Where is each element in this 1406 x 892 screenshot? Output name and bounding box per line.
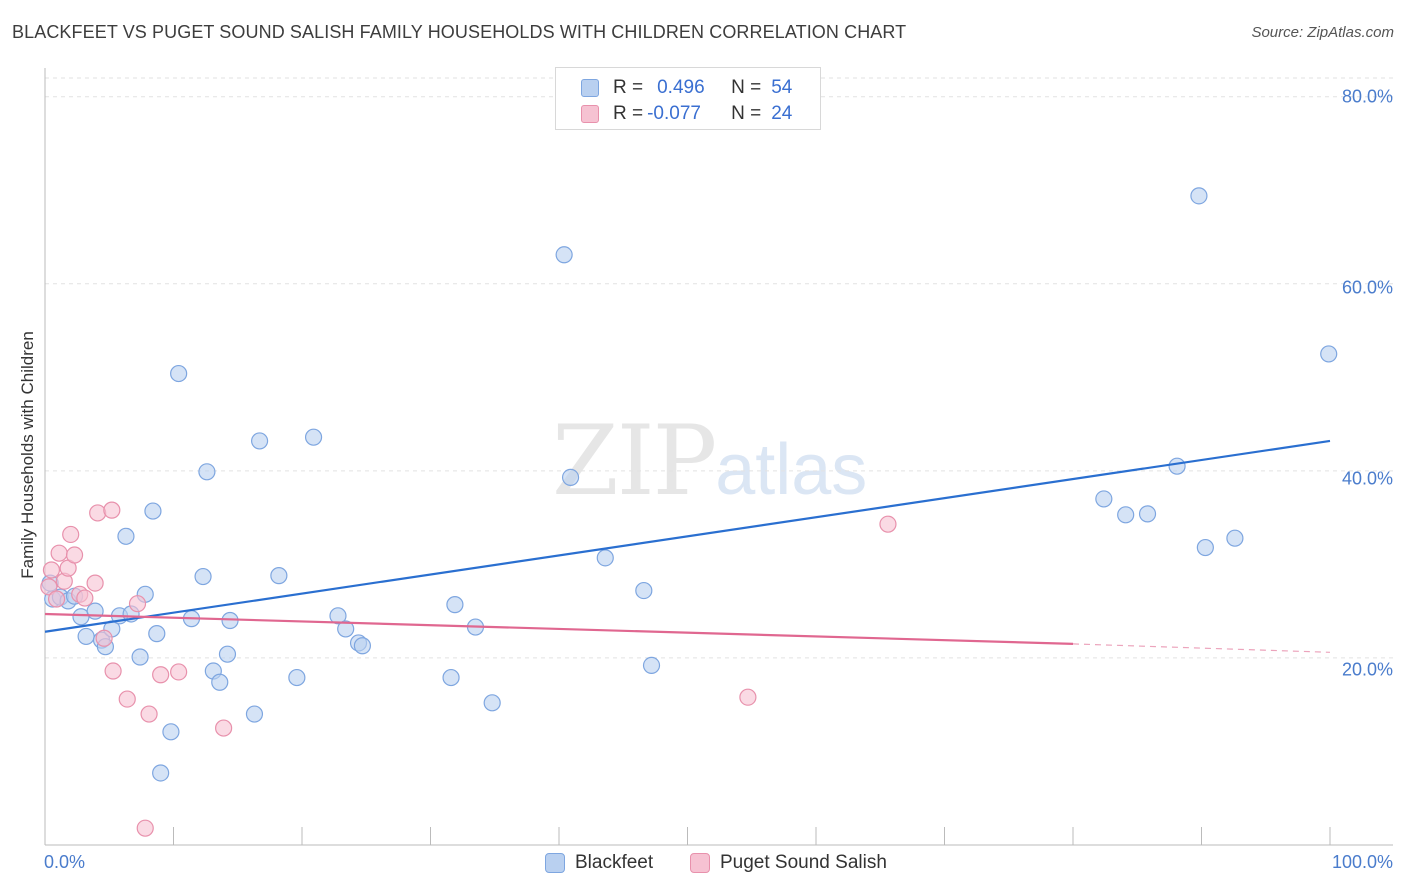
blackfeet-point	[353, 637, 371, 655]
salish-point	[76, 589, 94, 607]
blackfeet-point	[304, 428, 323, 446]
blackfeet-point	[1095, 490, 1113, 508]
blackfeet-point	[152, 764, 170, 782]
y-tick-label-80: 80.0%	[1341, 86, 1393, 107]
salish-point	[215, 719, 233, 737]
bottom-legend-label: Puget Sound Salish	[720, 852, 887, 873]
salish-swatch	[581, 105, 599, 123]
blackfeet-point	[148, 625, 166, 643]
correlation-legend: R = 0.496 N = 54 R = -0.077 N = 24	[555, 67, 821, 130]
blackfeet-point	[642, 656, 661, 675]
blackfeet-point	[446, 596, 464, 614]
blackfeet-point	[245, 705, 264, 723]
salish-point	[50, 544, 68, 562]
blackfeet-point	[198, 463, 216, 481]
blackfeet-point	[131, 648, 149, 666]
blackfeet-point	[144, 502, 162, 520]
salish-point	[42, 561, 61, 579]
blackfeet-point	[218, 645, 237, 663]
salish-point	[65, 546, 84, 564]
blackfeet-point	[1138, 505, 1157, 523]
salish-point	[879, 515, 897, 533]
salish-point	[170, 663, 188, 681]
blackfeet-point	[86, 602, 104, 620]
salish-point	[152, 666, 170, 684]
legend-n-label: N =	[731, 77, 762, 98]
x-tick-label-0: 0.0%	[44, 852, 86, 872]
salish-trend-extension	[1072, 643, 1331, 653]
blackfeet-point	[1190, 187, 1208, 205]
watermark: ZIPatlas	[552, 405, 867, 517]
watermark-atlas: atlas	[715, 430, 868, 510]
watermark-zip: ZIP	[552, 405, 717, 517]
bottom-legend-label: Blackfeet	[575, 852, 654, 873]
legend-n-value: 54	[771, 77, 793, 98]
blackfeet-swatch	[581, 79, 599, 97]
blackfeet-point	[77, 627, 95, 646]
y-tick-label-60: 60.0%	[1341, 277, 1393, 298]
y-tick-label-20: 20.0%	[1341, 659, 1393, 680]
salish-point	[136, 819, 154, 837]
blackfeet-trend-line	[44, 439, 1331, 633]
salish-point	[128, 595, 147, 613]
blackfeet-point	[329, 607, 347, 625]
salish-point	[739, 688, 757, 706]
blackfeet-point	[117, 527, 135, 545]
blackfeet-point	[555, 246, 573, 264]
blackfeet-point	[1226, 529, 1244, 547]
blackfeet-point	[170, 364, 188, 383]
legend-r-label: R =	[613, 103, 644, 124]
legend-n-value: 24	[771, 103, 793, 124]
bottom-legend-salish: Puget Sound Salish	[690, 852, 887, 874]
blackfeet-point	[1168, 457, 1186, 475]
salish-point	[103, 501, 121, 519]
blackfeet-swatch	[545, 853, 565, 873]
blackfeet-point	[162, 723, 180, 741]
salish-point	[104, 662, 122, 680]
legend-r-value: 0.496	[657, 77, 705, 98]
blackfeet-point	[1117, 506, 1135, 524]
blackfeet-point	[596, 549, 614, 567]
blackfeet-point	[194, 567, 212, 586]
salish-point	[40, 578, 58, 596]
x-tick-label-100: 100.0%	[1331, 852, 1393, 872]
legend-r-value: -0.077	[647, 103, 701, 124]
blackfeet-point	[288, 668, 306, 687]
blackfeet-point	[442, 668, 460, 687]
y-tick-label-40: 40.0%	[1341, 468, 1393, 489]
salish-point	[47, 590, 66, 608]
blackfeet-point	[635, 581, 653, 600]
blackfeet-point	[1320, 345, 1338, 363]
blackfeet-point	[337, 620, 355, 638]
y-axis-label: Family Households with Children	[18, 331, 37, 579]
legend-n-label: N =	[731, 103, 762, 124]
salish-point	[140, 705, 158, 723]
salish-point	[86, 574, 104, 592]
salish-point	[89, 504, 107, 522]
blackfeet-point	[211, 673, 229, 691]
legend-row-salish: R = -0.077 N = 24	[581, 103, 792, 125]
source-label: Source: ZipAtlas.com	[1251, 24, 1394, 41]
blackfeet-point	[270, 567, 288, 585]
salish-point	[118, 690, 136, 708]
chart-title: BLACKFEET VS PUGET SOUND SALISH FAMILY H…	[12, 22, 907, 42]
legend-r-label: R =	[613, 77, 644, 98]
blackfeet-point	[483, 694, 501, 712]
blackfeet-point	[561, 468, 580, 487]
bottom-legend-blackfeet: Blackfeet	[545, 852, 653, 874]
blackfeet-point	[1196, 538, 1214, 557]
salish-point	[62, 525, 80, 544]
salish-swatch	[690, 853, 710, 873]
salish-point	[95, 629, 113, 647]
blackfeet-point	[250, 432, 269, 450]
legend-row-blackfeet: R = 0.496 N = 54	[581, 77, 792, 99]
salish-trend-line	[44, 612, 1074, 645]
